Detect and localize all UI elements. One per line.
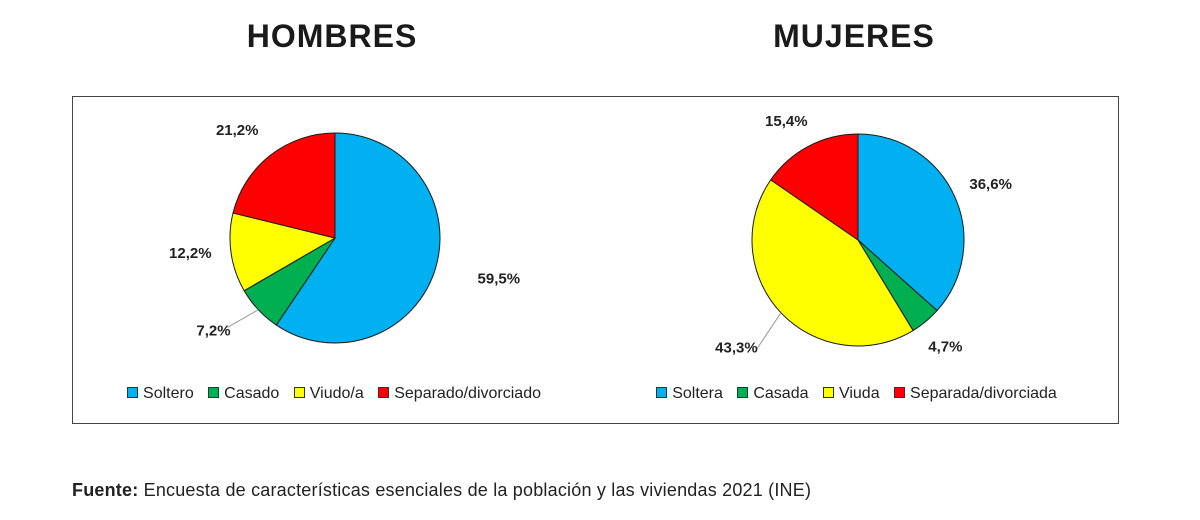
chart-title-mujeres: MUJERES bbox=[773, 18, 935, 54]
legend-label: Separada/divorciada bbox=[910, 385, 1057, 402]
legend-mujeres: Soltera Casada Viuda Separada/divorciada bbox=[595, 385, 1118, 403]
data-label: 36,6% bbox=[969, 176, 1012, 193]
pie-slice-viuda bbox=[751, 179, 914, 347]
legend-swatch bbox=[208, 387, 220, 398]
legend-swatch bbox=[293, 387, 305, 398]
pie-svg-hombres: 59,5% 7,2% 12,2% 21,2% bbox=[169, 122, 521, 344]
legend-label: Viudo/a bbox=[309, 385, 364, 402]
legend-item-viudo: Viudo/a bbox=[293, 385, 364, 403]
legend-item-soltero: Soltero bbox=[127, 385, 194, 403]
pie-slice-viudo-a bbox=[229, 212, 337, 292]
legend-label: Soltero bbox=[143, 385, 194, 402]
data-label: 59,5% bbox=[478, 270, 521, 287]
legend-swatch bbox=[737, 387, 749, 398]
source-note: Fuente: Encuesta de características esen… bbox=[72, 480, 811, 501]
pie-chart-mujeres: 36,6% 4,7% 43,3% 15,4% Soltera Casada Viuda… bbox=[595, 96, 1119, 424]
legend-label: Soltera bbox=[672, 385, 723, 402]
data-label: 4,7% bbox=[928, 338, 962, 355]
legend-item-casada: Casada bbox=[737, 385, 809, 403]
data-label: 7,2% bbox=[196, 322, 230, 339]
legend-item-soltera: Soltera bbox=[656, 385, 723, 403]
pie-slice-soltero bbox=[275, 132, 441, 344]
legend-swatch bbox=[822, 387, 834, 398]
legend-swatch bbox=[656, 387, 668, 398]
pie-chart-hombres: 59,5% 7,2% 12,2% 21,2% Soltero Casado Viudo… bbox=[72, 96, 596, 424]
legend-label: Separado/divorciado bbox=[394, 385, 541, 402]
data-label: 15,4% bbox=[765, 113, 808, 130]
pie-slice-soltera bbox=[857, 133, 965, 312]
data-label: 21,2% bbox=[216, 122, 259, 139]
legend-label: Casada bbox=[753, 385, 809, 402]
data-label: 12,2% bbox=[169, 245, 212, 262]
legend-label: Viuda bbox=[838, 385, 880, 402]
pie-slice-separada-divorciada bbox=[770, 133, 859, 241]
legend-item-casado: Casado bbox=[208, 385, 279, 403]
chart-title-hombres: HOMBRES bbox=[246, 18, 418, 54]
pie-svg-mujeres: 36,6% 4,7% 43,3% 15,4% bbox=[715, 113, 1012, 357]
legend-item-separada: Separada/divorciada bbox=[894, 385, 1057, 403]
data-label: 43,3% bbox=[715, 340, 758, 357]
legend-item-viuda: Viuda bbox=[822, 385, 880, 403]
source-text: Encuesta de características esenciales d… bbox=[143, 480, 812, 500]
pie-slice-separado-divorciado bbox=[232, 132, 336, 239]
legend-swatch bbox=[894, 387, 906, 398]
label-leader-line bbox=[754, 312, 782, 353]
source-label: Fuente: bbox=[72, 480, 139, 500]
legend-item-separado: Separado/divorciado bbox=[378, 385, 541, 403]
legend-label: Casado bbox=[224, 385, 280, 402]
legend-hombres: Soltero Casado Viudo/a Separado/divorcia… bbox=[73, 385, 595, 403]
legend-swatch bbox=[127, 387, 139, 398]
label-leader-line bbox=[227, 309, 259, 328]
legend-swatch bbox=[378, 387, 390, 398]
